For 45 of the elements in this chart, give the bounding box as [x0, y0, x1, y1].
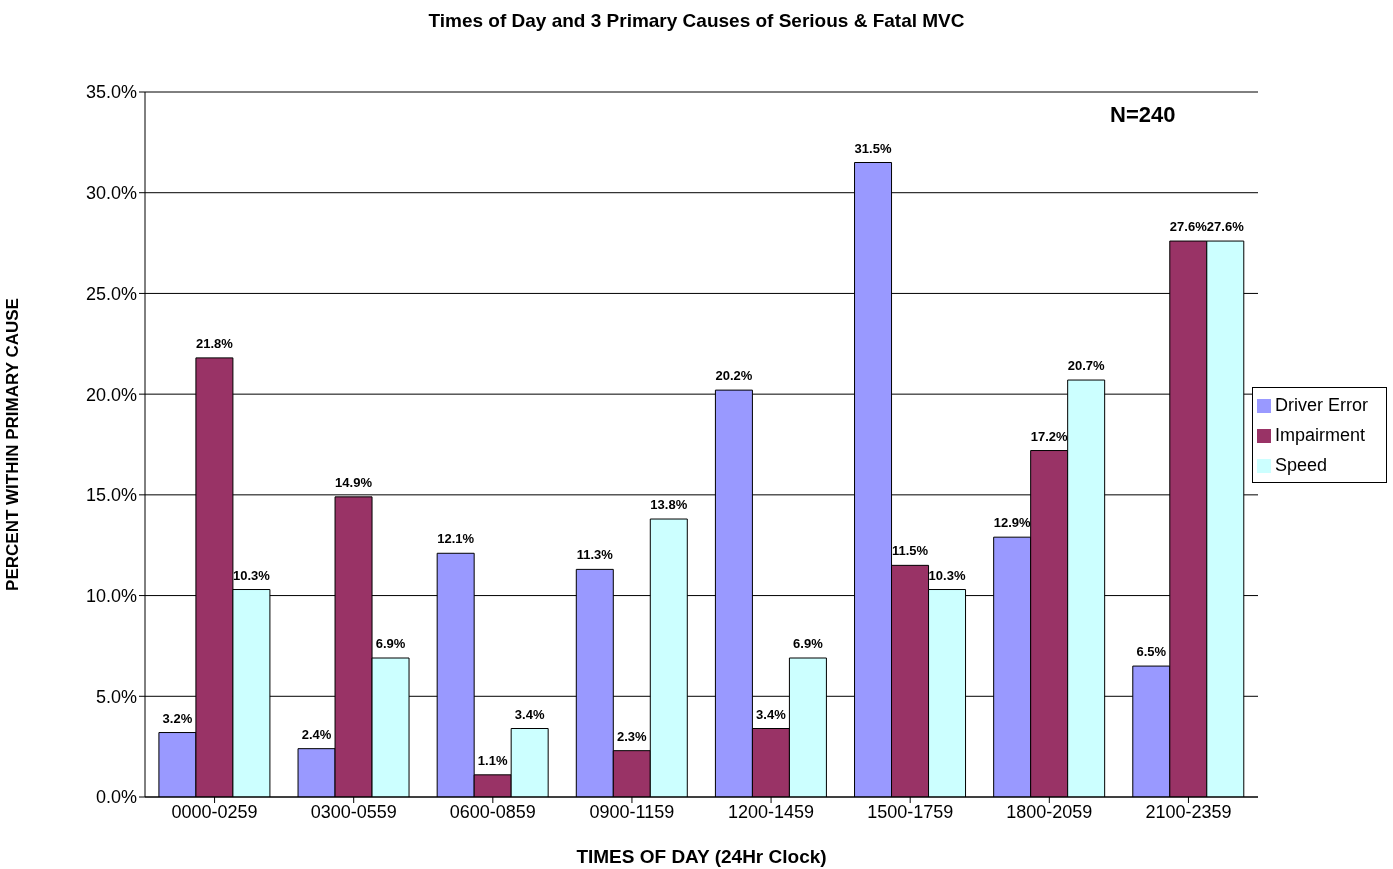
x-tick-label: 2100-2359: [1145, 801, 1232, 822]
x-tick-label: 0300-0559: [310, 801, 397, 822]
x-tick-label: 0000-0259: [171, 801, 258, 822]
data-label: 21.8%: [195, 335, 234, 351]
data-label: 20.7%: [1067, 358, 1106, 374]
x-tick-label: 1200-1459: [728, 801, 815, 822]
data-label: 2.4%: [301, 726, 332, 742]
data-label: 6.5%: [1136, 644, 1167, 660]
x-tick-label: 0600-0859: [449, 801, 536, 822]
data-label: 27.6%: [1206, 219, 1245, 235]
legend-label: Impairment: [1275, 424, 1366, 445]
annotation: N=240: [1110, 102, 1176, 128]
data-label: 13.8%: [650, 497, 688, 513]
y-tick-label: 0.0%: [95, 787, 137, 808]
data-label: 6.9%: [375, 636, 406, 652]
data-label: 2.3%: [616, 728, 648, 744]
y-tick-label: 20.0%: [85, 384, 137, 405]
y-tick-label: 30.0%: [85, 183, 137, 204]
data-label: 10.3%: [232, 567, 271, 583]
legend-label: Speed: [1275, 454, 1328, 475]
y-axis-title: PERCENT WITHIN PRIMARY CAUSE: [3, 298, 23, 591]
data-label: 10.3%: [928, 567, 966, 583]
data-label: 11.5%: [891, 543, 929, 559]
x-tick-label: 0900-1159: [589, 801, 675, 822]
data-label: 31.5%: [854, 140, 892, 156]
x-tick-label: 1500-1759: [867, 801, 954, 822]
chart-title: Times of Day and 3 Primary Causes of Serious & Fatal MVC: [427, 10, 966, 32]
x-axis-title: TIMES OF DAY (24Hr Clock): [576, 846, 827, 867]
x-tick-label: 1800-2059: [1006, 801, 1093, 822]
data-label: 6.9%: [793, 636, 824, 652]
data-label: 27.6%: [1169, 219, 1208, 235]
data-label: 12.1%: [437, 531, 475, 547]
data-label: 20.2%: [715, 368, 753, 384]
data-label: 3.2%: [162, 710, 193, 726]
y-tick-label: 25.0%: [85, 283, 137, 304]
y-tick-label: 10.0%: [85, 585, 137, 606]
y-tick-label: 15.0%: [85, 485, 137, 506]
data-label: 14.9%: [335, 474, 373, 490]
legend-label: Driver Error: [1275, 394, 1368, 415]
y-tick-label: 35.0%: [85, 82, 137, 103]
y-tick-label: 5.0%: [95, 686, 137, 707]
data-label: 3.4%: [756, 706, 787, 722]
data-label: 1.1%: [477, 752, 508, 768]
data-label: 3.4%: [514, 706, 545, 722]
data-label: 11.3%: [576, 547, 614, 563]
